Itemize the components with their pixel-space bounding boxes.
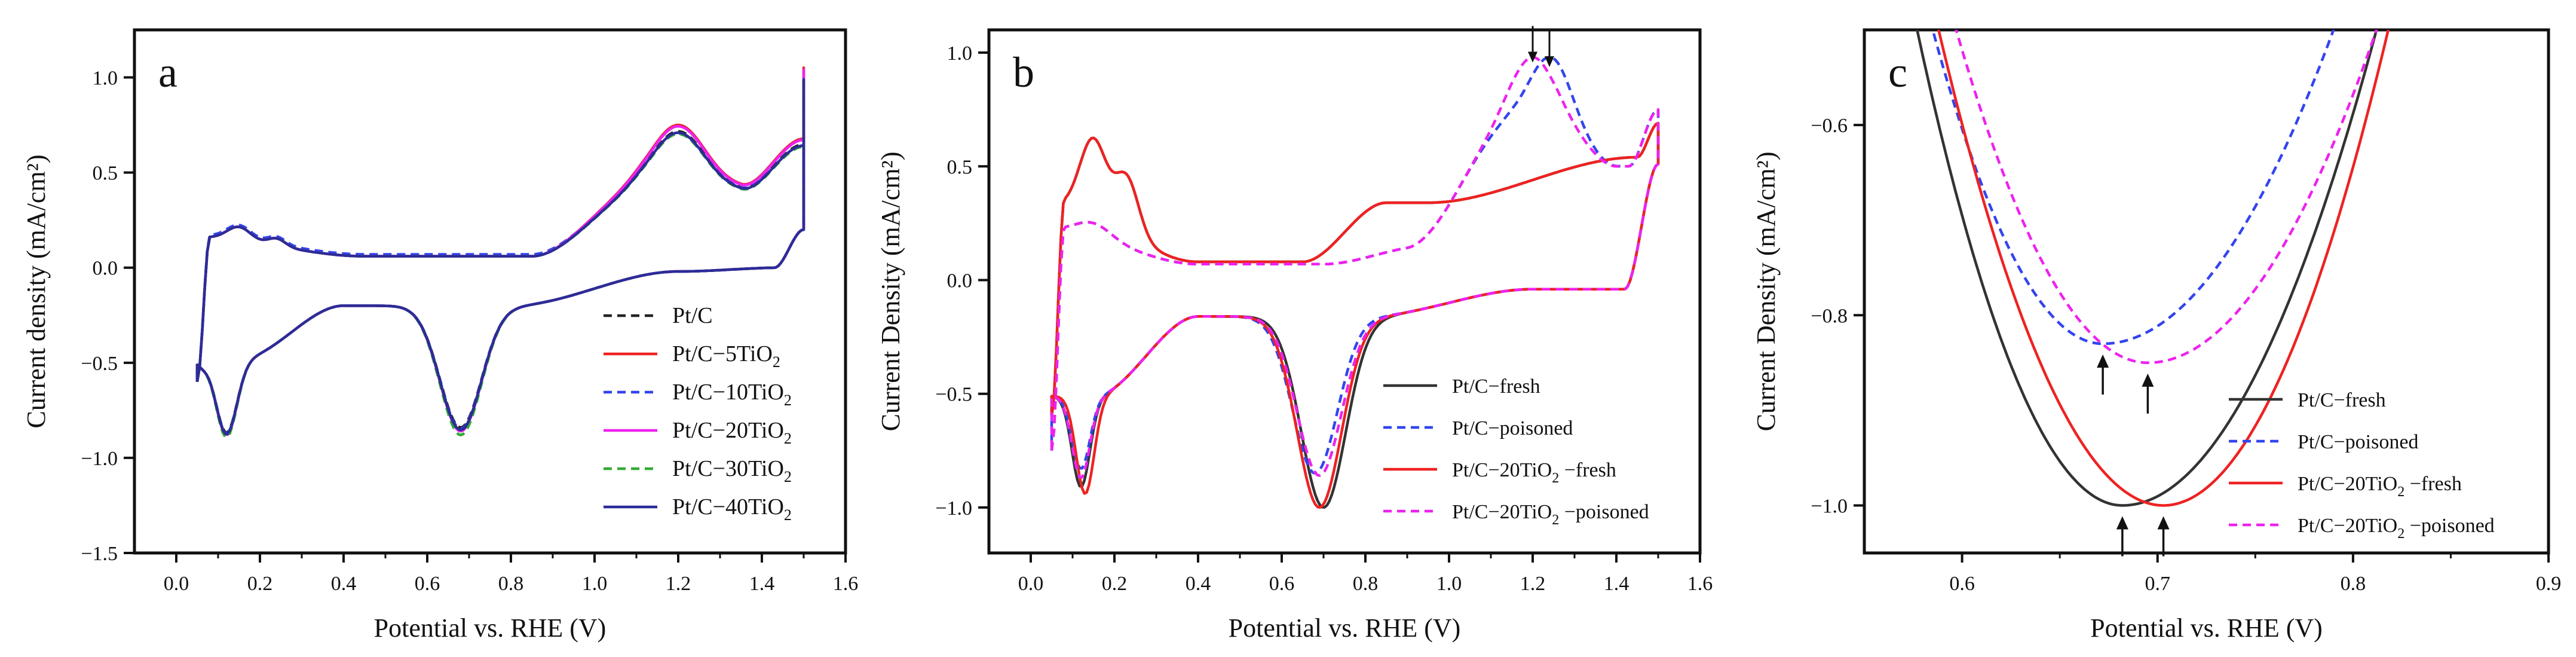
y-tick-label: −1.0 xyxy=(935,497,972,520)
plot-frame xyxy=(987,28,1702,555)
legend-label: Pt/C−fresh xyxy=(2298,389,2386,411)
x-tick-label: 1.2 xyxy=(1520,573,1546,595)
plot-frame xyxy=(133,28,847,555)
x-tick-label: 1.6 xyxy=(1687,573,1713,595)
x-tick-label: 0.4 xyxy=(1186,573,1211,595)
y-tick-label: −0.6 xyxy=(1811,115,1848,137)
x-tick-label: 0.4 xyxy=(331,573,357,595)
legend-label: Pt/C xyxy=(672,303,713,328)
series-group xyxy=(1916,30,2390,507)
panel-letter: c xyxy=(1888,48,1907,96)
x-tick-label: 0.8 xyxy=(1353,573,1379,595)
y-tick-label: 1.0 xyxy=(93,68,118,90)
legend: Pt/C Pt/C−5TiO2 Pt/C−10TiO2 Pt/C−20TiO2 Pt/C… xyxy=(604,303,792,524)
y-tick-label: 0.5 xyxy=(93,163,118,185)
y-axis-label: Current Density (mA/cm²) xyxy=(1751,152,1781,432)
y-tick-label: −1.5 xyxy=(81,543,118,565)
arrow-head xyxy=(1528,51,1537,63)
arrow-annotation xyxy=(2142,373,2154,414)
panel-letter: b xyxy=(1013,48,1034,96)
y-tick-label: 0.5 xyxy=(947,156,973,178)
legend-label: Pt/C−20TiO2 −fresh xyxy=(2298,473,2462,500)
x-tick-label: 0.0 xyxy=(1018,573,1044,595)
x-tick-label: 0.7 xyxy=(2145,573,2170,595)
x-tick-label: 0.0 xyxy=(164,573,189,595)
x-tick-label: 0.8 xyxy=(498,573,524,595)
series-group xyxy=(195,66,805,439)
y-axis-label: Current density (mA/cm²) xyxy=(22,155,51,429)
x-axis-label: Potential vs. RHE (V) xyxy=(1229,613,1461,643)
series-line xyxy=(195,78,805,436)
x-tick-label: 0.6 xyxy=(415,573,440,595)
legend-label: Pt/C−fresh xyxy=(1452,375,1540,398)
y-tick-label: 1.0 xyxy=(947,42,973,65)
x-tick-label: 1.0 xyxy=(582,573,608,595)
legend-label: Pt/C−poisoned xyxy=(2298,431,2418,453)
arrow-head xyxy=(2157,516,2170,530)
x-tick-label: 1.4 xyxy=(749,573,775,595)
y-tick-label: −1.0 xyxy=(81,448,118,470)
x-tick-label: 0.6 xyxy=(1949,573,1975,595)
series-line xyxy=(1050,56,1660,479)
x-tick-label: 1.2 xyxy=(666,573,691,595)
series-line xyxy=(1931,30,2335,346)
arrow-annotation xyxy=(1528,26,1537,63)
chart-panel-b: 0.0 0.2 0.4 0.6 0.8 1.0 1.2 1.4 1.6 −1.0 −0.5 0.0 0.… xyxy=(876,26,1713,643)
x-tick-label: 0.9 xyxy=(2536,573,2562,595)
panel-letter: a xyxy=(158,48,177,96)
arrow-annotation xyxy=(1545,30,1554,68)
series-line xyxy=(1050,121,1660,509)
legend-label: Pt/C−10TiO2 xyxy=(672,380,792,409)
x-tick-label: 0.6 xyxy=(1269,573,1295,595)
legend-label: Pt/C−40TiO2 xyxy=(672,494,792,524)
series-group xyxy=(1050,56,1660,509)
legend-label: Pt/C−30TiO2 xyxy=(672,456,792,485)
plot-frame xyxy=(1863,28,2550,555)
series-line xyxy=(1050,121,1660,509)
x-axis-label: Potential vs. RHE (V) xyxy=(2090,613,2323,643)
legend-label: Pt/C−5TiO2 xyxy=(672,341,780,371)
series-line xyxy=(195,66,805,436)
legend: Pt/C−fresh Pt/C−poisoned Pt/C−20TiO2 −fres… xyxy=(1383,375,1649,528)
arrow-head xyxy=(1545,56,1554,68)
arrow-annotation xyxy=(2097,355,2109,395)
x-tick-label: 0.8 xyxy=(2341,573,2366,595)
arrow-annotation xyxy=(2116,516,2128,557)
chart-panel-a: 0.0 0.2 0.4 0.6 0.8 1.0 1.2 1.4 1.6 −1.5 −1.0 −0.5 0… xyxy=(22,28,859,643)
y-tick-label: −0.5 xyxy=(935,384,972,406)
arrow-annotation xyxy=(2157,516,2170,557)
series-line xyxy=(1050,56,1660,475)
legend: Pt/C−fresh Pt/C−poisoned Pt/C−20TiO2 −fres… xyxy=(2229,389,2495,542)
series-line xyxy=(1916,30,2378,507)
legend-label: Pt/C−20TiO2 −poisoned xyxy=(1452,501,1649,528)
arrow-head xyxy=(2142,373,2154,387)
x-axis-label: Potential vs. RHE (V) xyxy=(374,613,607,643)
legend-label: Pt/C−20TiO2 −poisoned xyxy=(2298,515,2495,542)
y-tick-label: 0.0 xyxy=(947,270,973,292)
series-line xyxy=(1937,30,2390,507)
x-tick-label: 0.2 xyxy=(1102,573,1128,595)
y-tick-label: 0.0 xyxy=(93,258,118,280)
x-tick-label: 1.4 xyxy=(1604,573,1629,595)
legend-label: Pt/C−poisoned xyxy=(1452,417,1573,439)
arrow-head xyxy=(2097,355,2109,368)
legend-label: Pt/C−20TiO2 −fresh xyxy=(1452,459,1616,486)
x-tick-label: 1.0 xyxy=(1436,573,1462,595)
legend-label: Pt/C−20TiO2 xyxy=(672,418,792,447)
y-axis-label: Current Density (mA/cm²) xyxy=(876,152,905,432)
y-tick-label: −0.5 xyxy=(81,353,118,375)
arrow-head xyxy=(2116,516,2128,530)
chart-panel-c: 0.6 0.7 0.8 0.9 −1.0 −0.8 −0.6 Potential vs. RH… xyxy=(1751,28,2562,643)
y-tick-label: −0.8 xyxy=(1811,305,1848,327)
x-tick-label: 1.6 xyxy=(833,573,859,595)
y-tick-label: −1.0 xyxy=(1811,495,1848,517)
x-tick-label: 0.2 xyxy=(247,573,273,595)
series-line xyxy=(1955,30,2378,365)
